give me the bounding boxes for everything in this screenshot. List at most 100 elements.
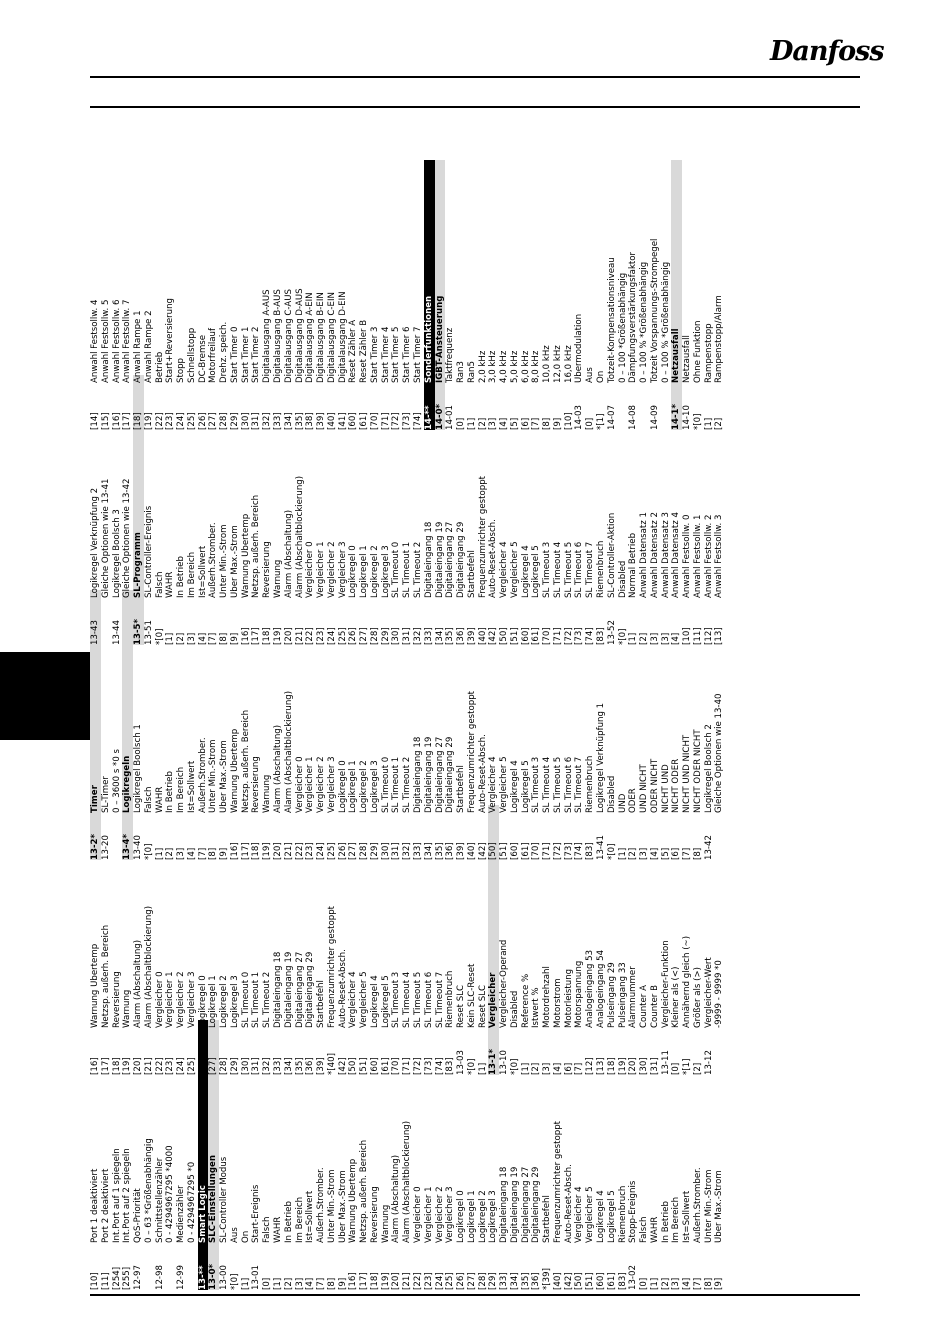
parameter-code: [6] (563, 1062, 574, 1075)
parameter-row: [39] Digitalausgang B-EIN (316, 160, 327, 430)
parameter-code: [24] (176, 412, 187, 430)
parameter-code: [8] (219, 632, 230, 645)
parameter-code: [22] (412, 1272, 423, 1290)
parameter-code: [60] (369, 1057, 380, 1075)
parameter-code: [34] (283, 1057, 294, 1075)
parameter-code: 14-1* (671, 404, 682, 430)
parameter-code: [18] (369, 1272, 380, 1290)
parameter-code: [27] (208, 412, 219, 430)
parameter-code: 13-51 (143, 620, 154, 645)
parameter-code: [1] (477, 1062, 488, 1075)
parameter-code: [28] (219, 1057, 230, 1075)
parameter-code: [22] (294, 842, 305, 860)
parameter-code: 14-03 (574, 405, 585, 430)
parameter-row: [9] 12,0 kHz (553, 160, 564, 430)
parameter-row: [0] Aus (585, 160, 596, 430)
parameter-code: 13-11 (660, 1050, 671, 1075)
parameter-row: [25] Schnellstopp (187, 160, 198, 430)
parameter-code: [8] (542, 417, 553, 430)
parameter-code: [42] (337, 1057, 348, 1075)
parameter-text: Rampenstopp (703, 323, 714, 383)
parameter-code: [30] (380, 842, 391, 860)
parameter-code: [17] (240, 842, 251, 860)
parameter-code: [7] (208, 632, 219, 645)
parameter-code: [0] (639, 1277, 650, 1290)
parameter-code: [18] (251, 842, 262, 860)
parameter-text: Digitalausgang C-AUS (283, 289, 294, 383)
parameter-code: [2] (477, 417, 488, 430)
parameter-text: 6,0 kHz (520, 350, 531, 383)
parameter-code: 13-40 (133, 835, 144, 860)
parameter-code: 13-01 (251, 1265, 262, 1290)
parameter-text: Reset Zähler A (348, 319, 359, 383)
parameter-text: Start Timer 6 (402, 326, 413, 384)
parameter-text: 3,0 kHz (488, 350, 499, 383)
parameter-text: Schnellstopp (186, 327, 197, 383)
parameter-code: [51] (585, 1272, 596, 1290)
parameter-code: 13-12 (703, 1050, 714, 1075)
parameter-text: Stopp (176, 358, 187, 383)
parameter-code: [3] (176, 847, 187, 860)
parameter-code: [39] (316, 1057, 327, 1075)
parameter-code: [21] (283, 842, 294, 860)
parameter-code: [28] (359, 842, 370, 860)
parameter-code: [30] (391, 627, 402, 645)
parameter-text: Start Timer 7 (412, 326, 423, 384)
parameter-code: *[40] (326, 1053, 337, 1075)
parameter-code: [7] (682, 847, 693, 860)
parameter-code: [24] (176, 1057, 187, 1075)
parameter-code: [22] (305, 627, 316, 645)
parameter-code: [9] (229, 632, 240, 645)
parameter-code: [30] (240, 1057, 251, 1075)
parameter-code: [254] (111, 1266, 122, 1290)
parameter-text: Dämpfungsverstärkungsfaktor (628, 251, 639, 383)
parameter-code: [70] (369, 412, 380, 430)
parameter-code: [16] (240, 627, 251, 645)
parameter-code: [83] (595, 627, 606, 645)
header-rule-top (90, 76, 860, 78)
parameter-text: Anwahl Rampe 2 (143, 310, 154, 383)
parameter-code: [20] (273, 842, 284, 860)
parameter-code: *[39] (542, 1268, 553, 1290)
parameter-code: [27] (466, 1272, 477, 1290)
parameter-code: [10] (90, 1272, 100, 1290)
parameter-row: [1] Rampenstopp (704, 160, 715, 430)
header-rule-bottom (90, 106, 860, 108)
parameter-row: [41] Digitalausgang D-EIN (338, 160, 349, 430)
parameter-code: [2] (628, 847, 639, 860)
parameter-row: 0 – 100 % *Größenabhängig (639, 160, 650, 430)
parameter-code: [31] (649, 1057, 660, 1075)
parameter-code: [60] (520, 627, 531, 645)
parameter-code: [83] (585, 842, 596, 860)
parameter-code: [41] (337, 412, 348, 430)
parameter-code: [39] (316, 412, 327, 430)
parameter-code: [70] (391, 1057, 402, 1075)
parameter-code: [3] (671, 1277, 682, 1290)
parameter-code: [36] (456, 627, 467, 645)
parameter-code: [13] (714, 627, 725, 645)
parameter-row: 14-10 Netzausfall (682, 160, 693, 430)
parameter-column-5: [14] Anwahl Festsollw. 4 [15] Anwahl Festso… (90, 160, 725, 430)
parameter-text: 5,0 kHz (509, 350, 520, 383)
parameter-code: [34] (434, 627, 445, 645)
parameter-code: [29] (229, 412, 240, 430)
parameter-text: 0 – 100 *Größenabhängig (617, 272, 628, 383)
parameter-code: [8] (208, 847, 219, 860)
parameter-code: [72] (391, 412, 402, 430)
parameter-code: [22] (154, 1057, 165, 1075)
parameter-code: [1] (649, 1277, 660, 1290)
parameter-text: Drehz. speich. (219, 321, 230, 383)
parameter-row: [18] Anwahl Rampe 1 (133, 160, 144, 430)
parameter-code: [18] (606, 1057, 617, 1075)
parameter-code: [51] (359, 1057, 370, 1075)
parameter-code: [5] (660, 847, 671, 860)
parameter-code: 14-07 (606, 405, 617, 430)
parameter-code: [4] (186, 847, 197, 860)
parameter-code: [18] (262, 627, 273, 645)
parameter-code: [38] (305, 412, 316, 430)
parameter-row: [5] 5,0 kHz (510, 160, 521, 430)
parameter-code: [74] (434, 1057, 445, 1075)
parameter-text: Anwahl Festsollw. 4 (90, 299, 100, 383)
parameter-text: Digitalausgang C-EIN (326, 292, 337, 383)
parameter-code: *[0] (143, 843, 154, 860)
